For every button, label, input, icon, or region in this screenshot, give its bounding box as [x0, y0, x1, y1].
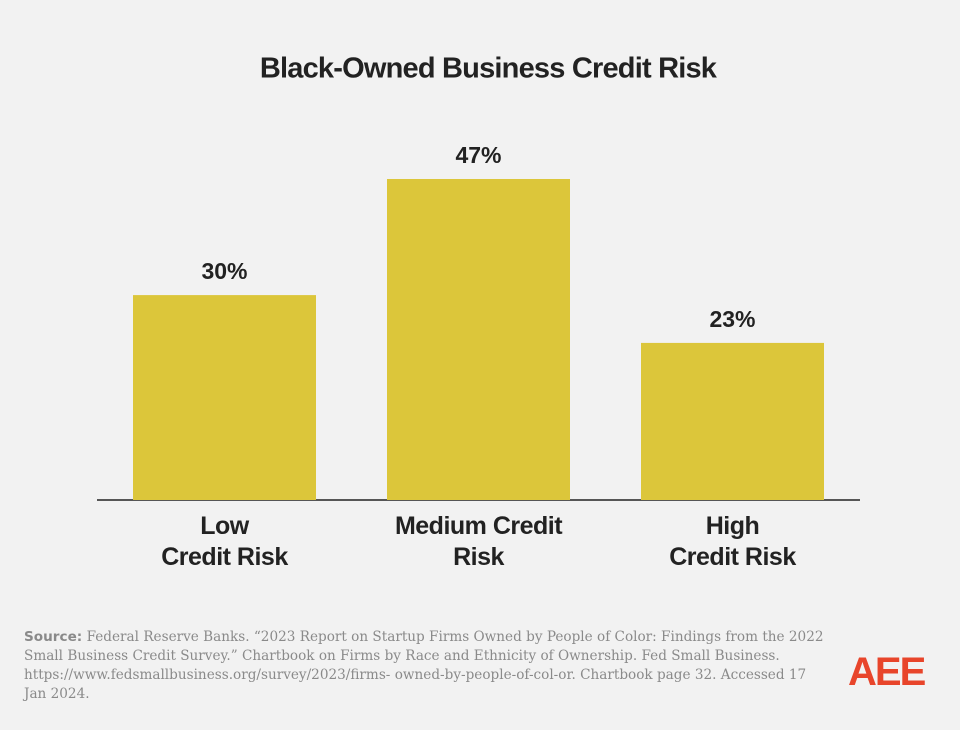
x-tick-label: High Credit Risk	[669, 512, 796, 571]
x-tick-label: Medium Credit Risk	[394, 512, 563, 571]
bar	[641, 342, 824, 500]
source-text: Federal Reserve Banks. “2023 Report on S…	[24, 629, 824, 702]
x-tick-label: Low Credit Risk	[161, 512, 288, 571]
bar	[387, 178, 570, 501]
value-label: 47%	[455, 142, 501, 168]
logo: AEE	[848, 650, 926, 694]
value-label: 30%	[201, 258, 247, 284]
source: Source: Federal Reserve Banks. “2023 Rep…	[24, 628, 824, 704]
value-label: 23%	[709, 306, 755, 332]
bar	[133, 295, 316, 500]
source-label: Source:	[24, 629, 83, 645]
chart-title: Black-Owned Business Credit Risk	[260, 53, 718, 85]
